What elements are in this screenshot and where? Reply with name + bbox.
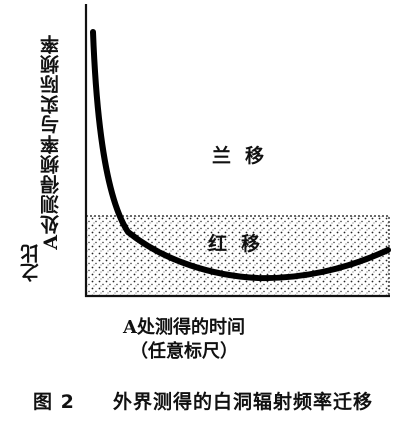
- x-axis-label: A处测得的时间 （任意标尺）: [84, 316, 284, 364]
- caption-spacer: [82, 391, 105, 413]
- y-axis-label-group: A处测得频率与实际频率 之比: [20, 30, 72, 300]
- y-axis-label-continuation: 之比: [20, 244, 42, 282]
- blueshift-label: 兰移: [212, 145, 279, 167]
- frequency-curve: [90, 29, 391, 282]
- redshift-region: [85, 215, 390, 297]
- caption-number: 图 2: [33, 391, 75, 413]
- x-axis-label-line2: （任意标尺）: [130, 341, 238, 362]
- figure-caption: 图 2 外界测得的白洞辐射频率迁移: [0, 387, 406, 414]
- y-axis-label: A处测得频率与实际频率: [40, 34, 62, 250]
- redshift-label: 红移: [208, 233, 275, 255]
- caption-text: 外界测得的白洞辐射频率迁移: [112, 391, 373, 413]
- x-axis-label-line1: A处测得的时间: [123, 317, 245, 338]
